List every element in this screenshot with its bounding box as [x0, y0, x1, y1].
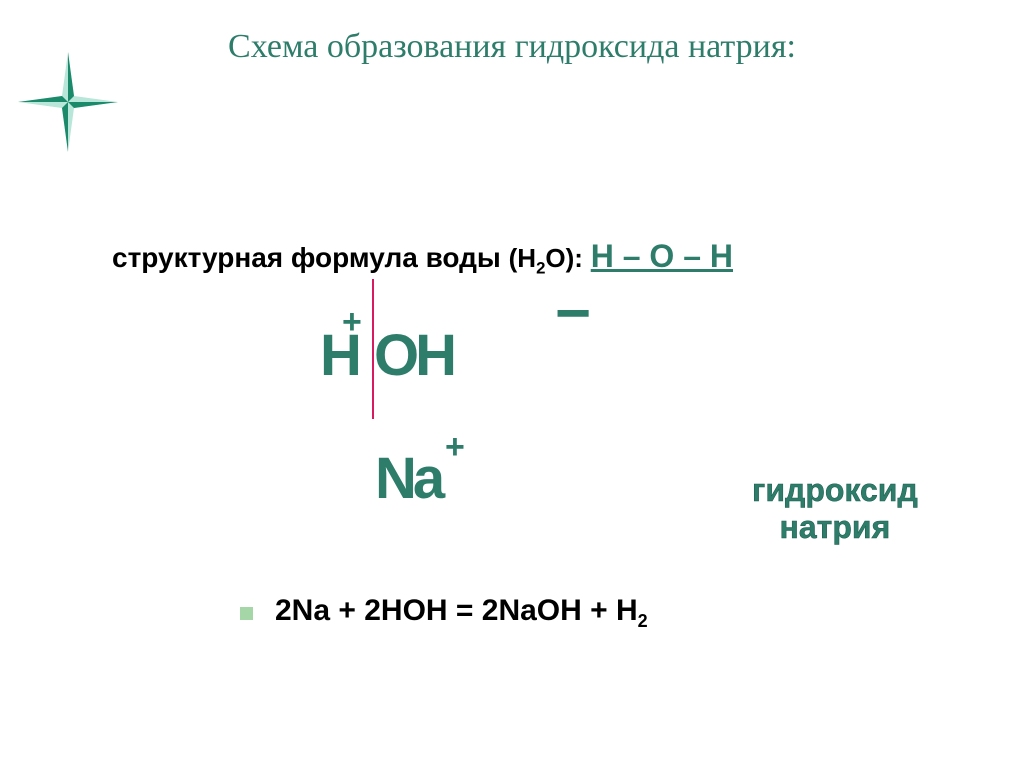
h-oh-split: H OH — [320, 322, 453, 389]
water-h2o-sub: 2 — [536, 259, 545, 278]
reaction-equation: 2Na + 2HOH = 2NaOH + H2 — [275, 594, 648, 632]
h-ion: H — [320, 323, 358, 388]
water-h2o-close: О): — [545, 243, 583, 273]
star-icon — [18, 52, 118, 157]
oh-minus-charge: − — [555, 302, 591, 327]
oh-ion: OH — [374, 323, 453, 388]
water-structural-line: структурная формула воды (Н2О): Н – О – … — [112, 238, 733, 279]
split-divider — [372, 279, 374, 419]
bullet-icon — [240, 607, 253, 620]
na-plus-charge: + — [445, 428, 465, 467]
hydroxide-line2: натрия — [780, 509, 891, 545]
hydroxide-line1: гидроксид — [752, 472, 918, 508]
slide-title: Схема образования гидроксида натрия: — [0, 28, 1024, 66]
na-ion: Na — [375, 445, 441, 512]
water-h2o-open: (Н — [509, 243, 536, 273]
equation-sub: 2 — [638, 611, 648, 631]
equation-main: 2Na + 2HOH = 2NaOH + H — [275, 594, 638, 627]
water-formula: Н – О – Н — [591, 238, 733, 274]
sodium-hydroxide-label: гидроксид натрия — [752, 472, 918, 546]
reaction-equation-row: 2Na + 2HOH = 2NaOH + H2 — [240, 594, 648, 632]
water-prefix: структурная формула воды — [112, 242, 509, 273]
